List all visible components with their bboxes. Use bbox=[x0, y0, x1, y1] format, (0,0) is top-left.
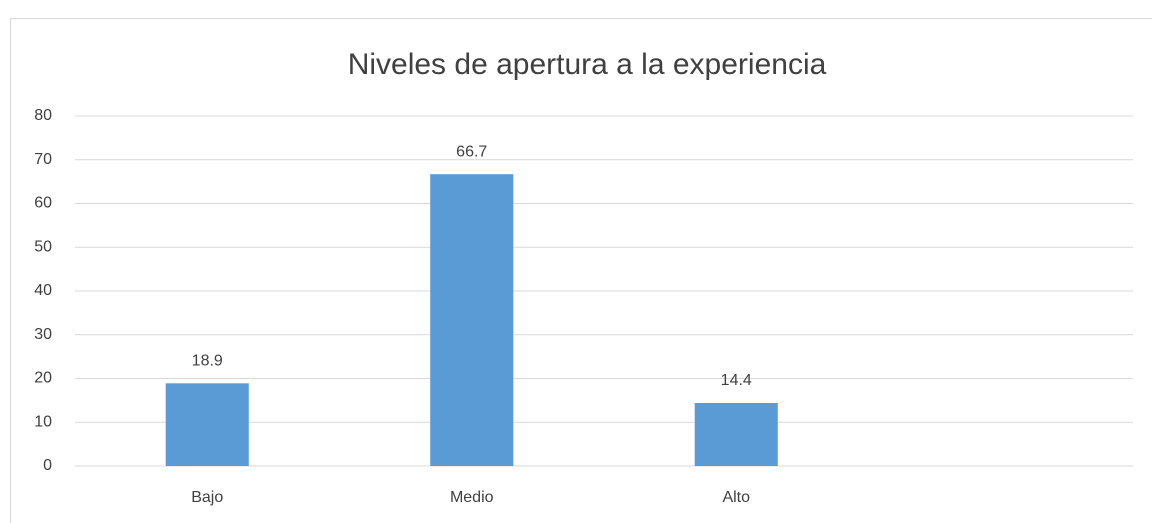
chart-title: Niveles de apertura a la experiencia bbox=[348, 48, 827, 81]
y-tick-label: 80 bbox=[34, 107, 52, 124]
y-tick-label: 0 bbox=[43, 457, 52, 474]
y-tick-label: 60 bbox=[34, 195, 52, 212]
y-tick-label: 20 bbox=[34, 370, 52, 387]
data-label: 18.9 bbox=[192, 353, 223, 370]
y-tick-label: 40 bbox=[34, 282, 52, 299]
y-tick-label: 50 bbox=[34, 238, 52, 255]
x-tick-label: Bajo bbox=[191, 489, 223, 506]
data-label: 66.7 bbox=[456, 143, 487, 160]
y-tick-label: 10 bbox=[34, 413, 52, 430]
bar bbox=[430, 174, 514, 466]
data-label: 14.4 bbox=[721, 372, 752, 389]
y-tick-label: 70 bbox=[34, 151, 52, 168]
x-tick-label: Alto bbox=[722, 489, 750, 506]
x-tick-label: Medio bbox=[450, 489, 494, 506]
bar bbox=[694, 403, 778, 466]
y-tick-label: 30 bbox=[34, 326, 52, 343]
bar bbox=[165, 383, 249, 466]
